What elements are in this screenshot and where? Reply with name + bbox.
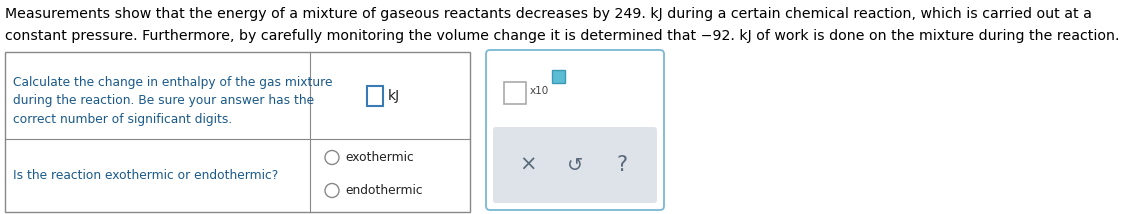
Text: ↺: ↺ xyxy=(566,156,583,174)
FancyBboxPatch shape xyxy=(486,50,664,210)
Text: Is the reaction exothermic or endothermic?: Is the reaction exothermic or endothermi… xyxy=(12,169,278,182)
Text: Calculate the change in enthalpy of the gas mixture
during the reaction. Be sure: Calculate the change in enthalpy of the … xyxy=(12,76,333,125)
Text: x10: x10 xyxy=(530,86,549,96)
Bar xyxy=(367,86,382,106)
Text: exothermic: exothermic xyxy=(345,151,414,164)
Text: constant pressure. Furthermore, by carefully monitoring the volume change it is : constant pressure. Furthermore, by caref… xyxy=(5,29,1119,43)
Text: kJ: kJ xyxy=(388,89,401,103)
Text: ?: ? xyxy=(616,155,628,175)
Bar xyxy=(504,82,526,104)
Text: Measurements show that the energy of a mixture of gaseous reactants decreases by: Measurements show that the energy of a m… xyxy=(5,7,1092,21)
Bar xyxy=(5,52,470,212)
Bar xyxy=(552,70,565,83)
Text: endothermic: endothermic xyxy=(345,184,422,197)
Text: ×: × xyxy=(519,155,537,175)
FancyBboxPatch shape xyxy=(493,127,657,203)
